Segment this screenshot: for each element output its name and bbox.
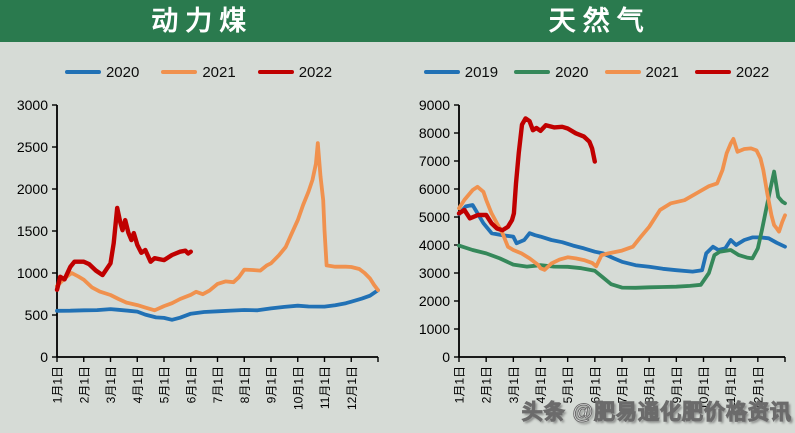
x-tick-label: 4月1日 — [534, 366, 548, 403]
series-line-2019 — [457, 203, 787, 274]
legend-item-2020: 2020 — [64, 63, 140, 81]
series-line-2022 — [456, 116, 597, 233]
x-tick-label: 9月1日 — [265, 366, 279, 403]
y-tick-label: 4000 — [419, 237, 450, 253]
gas-header: 天然气 — [398, 0, 795, 42]
y-tick-label: 500 — [25, 307, 49, 323]
x-tick-label: 12月1日 — [345, 366, 359, 410]
series-line-2021 — [55, 141, 380, 313]
x-tick-label: 3月1日 — [104, 366, 118, 403]
y-tick-label: 9000 — [419, 97, 450, 113]
legend-label: 2022 — [298, 63, 333, 81]
legend-swatch — [514, 70, 551, 74]
y-tick-label: 2000 — [17, 181, 48, 197]
coal-chart-title: 动力煤 — [151, 6, 254, 36]
legend-label: 2021 — [202, 63, 236, 81]
x-tick-label: 8月1日 — [643, 366, 657, 403]
y-tick-label: 1000 — [17, 265, 48, 281]
x-tick-label: 12月1日 — [751, 366, 765, 410]
coal-legend: 2020 2021 2022 — [0, 60, 397, 84]
gas-legend: 2019 2020 2021 2022 — [398, 60, 795, 84]
y-tick-label: 3000 — [17, 97, 48, 113]
x-tick-label: 8月1日 — [238, 366, 252, 403]
coal-header: 动力煤 — [0, 0, 398, 42]
x-tick-label: 7月1日 — [616, 366, 630, 403]
y-tick-label: 6000 — [419, 181, 450, 197]
x-tick-label: 2月1日 — [480, 366, 494, 403]
legend-swatch — [604, 70, 641, 74]
x-tick-label: 5月1日 — [158, 366, 172, 403]
legend-swatch — [161, 70, 198, 74]
series-line-2020 — [457, 169, 787, 290]
y-tick-label: 8000 — [419, 125, 450, 141]
legend-swatch — [694, 70, 731, 74]
y-tick-label: 1500 — [17, 223, 48, 239]
x-tick-label: 6月1日 — [588, 366, 602, 403]
x-tick-label: 2月1日 — [77, 366, 91, 403]
legend-item-2019: 2019 — [423, 63, 499, 81]
x-tick-label: 1月1日 — [453, 366, 467, 403]
x-tick-label: 7月1日 — [211, 366, 225, 403]
y-tick-label: 1000 — [419, 321, 450, 337]
legend-item-2021: 2021 — [604, 63, 679, 81]
y-tick-label: 2500 — [17, 139, 48, 155]
x-tick-label: 10月1日 — [291, 366, 305, 410]
y-tick-label: 0 — [40, 349, 48, 365]
header-bar: 动力煤 天然气 — [0, 0, 795, 42]
y-tick-label: 3000 — [419, 265, 450, 281]
series-line-2020 — [55, 288, 380, 322]
legend-label: 2020 — [105, 63, 140, 81]
watermark: 头条 @肥易通化肥价格资讯 — [521, 401, 792, 425]
x-tick-label: 11月1日 — [724, 366, 738, 409]
x-tick-label: 10月1日 — [697, 366, 711, 410]
x-tick-label: 3月1日 — [507, 366, 521, 403]
legend-swatch — [257, 70, 294, 74]
x-tick-label: 6月1日 — [184, 366, 198, 403]
series-line-2021 — [457, 137, 787, 272]
x-tick-label: 1月1日 — [51, 366, 65, 403]
legend-label: 2021 — [645, 63, 679, 81]
x-tick-label: 11月1日 — [318, 366, 332, 409]
gas-chart: 0 1000 2000 3000 4000 5000 6000 7000 8000 9000 1月1… — [419, 97, 787, 410]
y-tick-label: 0 — [442, 349, 450, 365]
y-tick-label: 2000 — [419, 293, 450, 309]
legend-swatch — [423, 70, 460, 74]
y-tick-label: 5000 — [419, 209, 450, 225]
y-tick-label: 7000 — [419, 153, 450, 169]
series-line-2022 — [54, 205, 193, 292]
legend-item-2021: 2021 — [161, 63, 236, 81]
gas-chart-title: 天然气 — [548, 6, 651, 36]
coal-chart: 0 500 1000 1500 2000 2500 3000 1月1日 2月1日 3月1日 4月1日… — [17, 97, 380, 410]
x-tick-label: 5月1日 — [561, 366, 575, 403]
legend-swatch — [64, 70, 101, 74]
legend-item-2022: 2022 — [257, 63, 333, 81]
legend-item-2022: 2022 — [694, 63, 770, 81]
legend-item-2020: 2020 — [514, 63, 589, 81]
legend-label: 2020 — [555, 63, 589, 81]
legend-label: 2019 — [464, 63, 499, 81]
legend-label: 2022 — [735, 63, 770, 81]
x-tick-label: 9月1日 — [670, 366, 684, 403]
x-tick-label: 4月1日 — [131, 366, 145, 403]
